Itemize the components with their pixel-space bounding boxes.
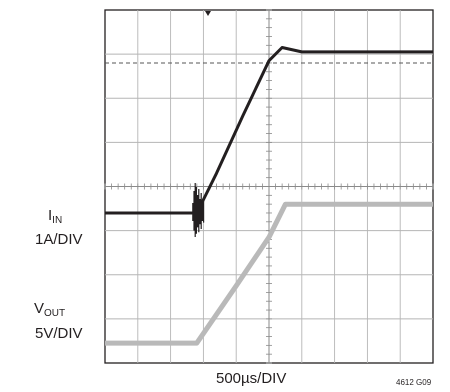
iin-channel-label: IIN xyxy=(48,208,62,229)
trigger-marker-icon xyxy=(205,11,211,16)
vout-label-main: V xyxy=(34,300,45,317)
vout-scale-label: 5V/DIV xyxy=(35,325,83,342)
iin-label-main: I xyxy=(48,207,53,224)
iin-noise-band xyxy=(192,183,205,237)
iin-label-sub: IN xyxy=(52,215,63,226)
graticule xyxy=(104,9,434,364)
vout-channel-label: VOUT xyxy=(34,301,65,322)
vout-trace xyxy=(105,201,433,346)
vout-label-sub: OUT xyxy=(44,308,66,319)
x-axis-label: 500µs/DIV xyxy=(216,370,287,387)
iin-scale-label: 1A/DIV xyxy=(35,231,83,248)
figure-id: 4612 G09 xyxy=(396,378,432,387)
